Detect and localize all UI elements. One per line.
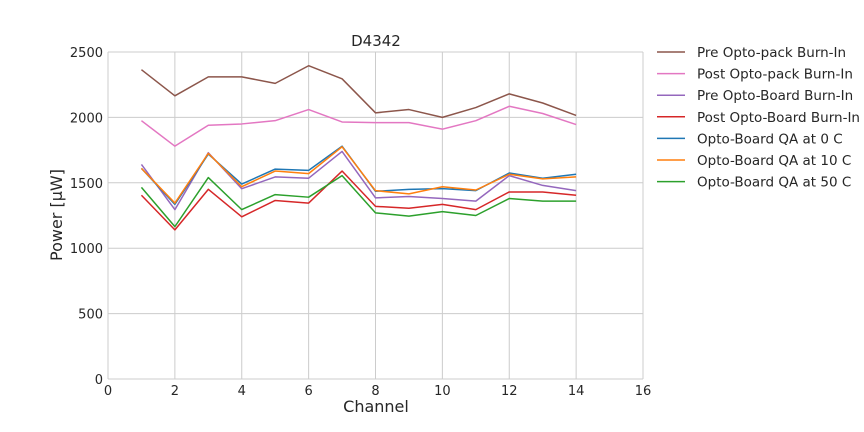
series-line <box>140 146 577 204</box>
series-lines <box>140 64 577 231</box>
x-tick-label: 12 <box>501 384 518 399</box>
x-tick-label: 4 <box>238 384 246 399</box>
legend-label: Opto-Board QA at 50 C <box>697 175 851 191</box>
series-line <box>140 64 577 119</box>
chart-title: D4342 <box>351 32 401 50</box>
x-tick-label: 14 <box>568 384 585 399</box>
legend: Pre Opto-pack Burn-In Post Opto-pack Burn… <box>657 45 860 191</box>
x-tick-label: 10 <box>434 384 451 399</box>
legend-label: Post Opto-pack Burn-In <box>697 67 853 83</box>
legend-label: Pre Opto-pack Burn-In <box>697 45 846 61</box>
y-tick-label: 500 <box>78 308 103 323</box>
y-tick-labels: 0 500 1000 1500 2000 2500 <box>70 46 103 388</box>
y-axis-title: Power [μW] <box>47 169 66 261</box>
y-tick-label: 2000 <box>70 111 103 126</box>
series-line <box>140 105 577 147</box>
legend-label: Post Opto-Board Burn-In <box>697 110 860 126</box>
y-tick-label: 1500 <box>70 177 103 192</box>
legend-label: Opto-Board QA at 0 C <box>697 131 843 147</box>
series-line <box>140 170 577 231</box>
legend-label: Opto-Board QA at 10 C <box>697 153 851 169</box>
series-line <box>140 174 577 228</box>
x-tick-label: 16 <box>635 384 652 399</box>
x-tick-label: 8 <box>371 384 379 399</box>
y-tick-label: 1000 <box>70 242 103 257</box>
x-tick-label: 6 <box>304 384 312 399</box>
legend-label: Pre Opto-Board Burn-In <box>697 88 853 104</box>
y-tick-label: 0 <box>95 373 103 388</box>
y-tick-label: 2500 <box>70 46 103 61</box>
x-tick-labels: 0 2 4 6 8 10 12 14 16 <box>104 384 651 399</box>
x-tick-label: 2 <box>171 384 179 399</box>
x-axis-title: Channel <box>343 397 409 416</box>
x-tick-label: 0 <box>104 384 112 399</box>
